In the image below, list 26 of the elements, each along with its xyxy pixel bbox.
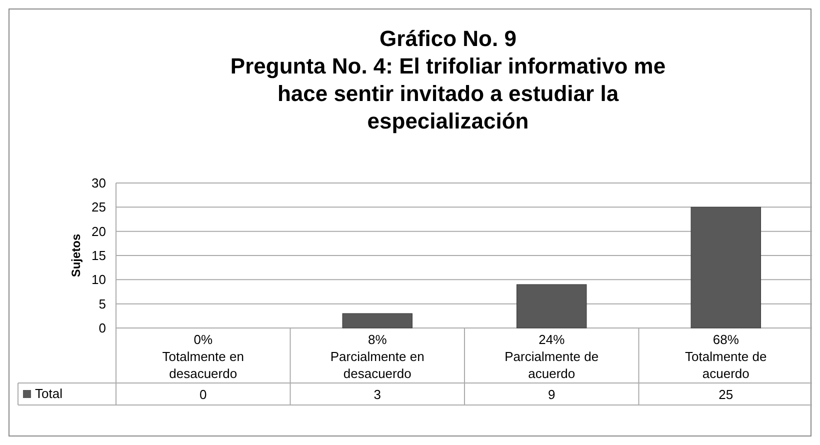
data-label: 3: [374, 387, 381, 402]
text: 0%: [194, 332, 213, 347]
text: 24%: [538, 332, 566, 347]
data-label: 0: [200, 387, 207, 402]
chart-title: Gráfico No. 9: [380, 26, 516, 51]
chart-subtitle: Pregunta No. 4: El trifoliar informativo me hace sentir invitado a estudiar la especialización: [230, 54, 666, 134]
bar: [342, 313, 412, 328]
bar: [516, 284, 587, 328]
data-label: 25: [718, 387, 734, 402]
bar: [690, 206, 761, 328]
y-tick-label: 30: [92, 176, 106, 191]
y-tick-label: 0: [98, 320, 106, 336]
legend-label: Total: [35, 386, 63, 401]
y-axis-title: Sujetos: [69, 234, 83, 278]
x-tick-label: Parcialmente de acuerdo: [504, 349, 599, 381]
x-tick-label: Totalmente en desacuerdo: [162, 349, 244, 381]
y-tick-label: 5: [98, 296, 106, 312]
x-tick-label: Totalmente de acuerdo: [685, 349, 767, 381]
y-tick-label: 20: [92, 224, 106, 239]
text: 8%: [368, 332, 388, 347]
y-tick-label: 10: [92, 272, 106, 288]
y-tick-label: 15: [92, 248, 106, 264]
text: 68%: [712, 332, 740, 347]
y-tick-label: 25: [92, 200, 106, 215]
data-label: 9: [548, 387, 556, 402]
x-tick-label: Parcialmente en desacuerdo: [330, 349, 424, 381]
